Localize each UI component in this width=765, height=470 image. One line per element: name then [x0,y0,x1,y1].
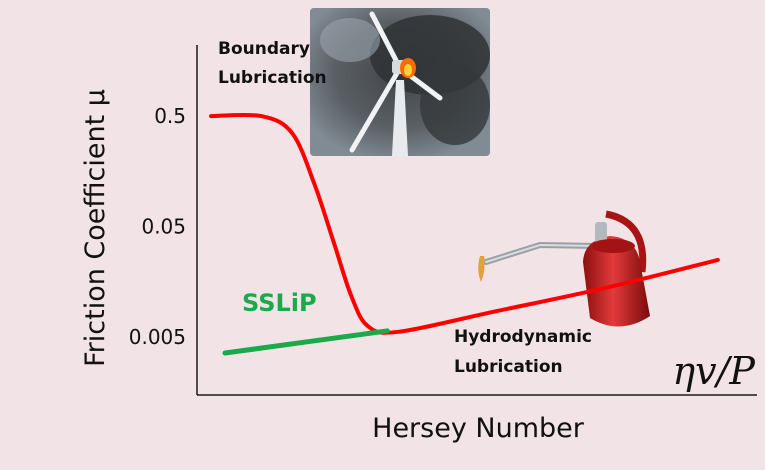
y-tick-label-2: 0.005 [129,325,186,349]
sslip-series-label: SSLiP [242,289,317,317]
hydrodynamic-label-line-1: Hydrodynamic [454,327,592,347]
x-axis-formula: ηv/P [672,349,756,393]
boundary-label-line-1: Boundary [218,39,310,59]
sslip-series-line [222,328,390,356]
y-tick-label-0: 0.5 [154,104,186,128]
y-tick-label-1: 0.05 [141,215,186,239]
oil-can-icon [478,210,650,327]
hydrodynamic-label-line-2: Lubrication [454,357,563,377]
y-axis-title: Friction Coefficient μ [80,89,111,367]
boundary-lubrication-label: Boundary Lubrication [218,39,327,88]
burning-wind-turbine-icon [310,8,490,156]
series-group [209,112,720,356]
axes [196,45,757,396]
hydrodynamic-lubrication-label: Hydrodynamic Lubrication [454,327,598,377]
friction-curve-line [209,112,720,335]
boundary-label-line-2: Lubrication [218,68,327,88]
x-axis-title: Hersey Number [372,413,585,444]
y-tick-labels: 0.5 0.05 0.005 [129,104,186,349]
